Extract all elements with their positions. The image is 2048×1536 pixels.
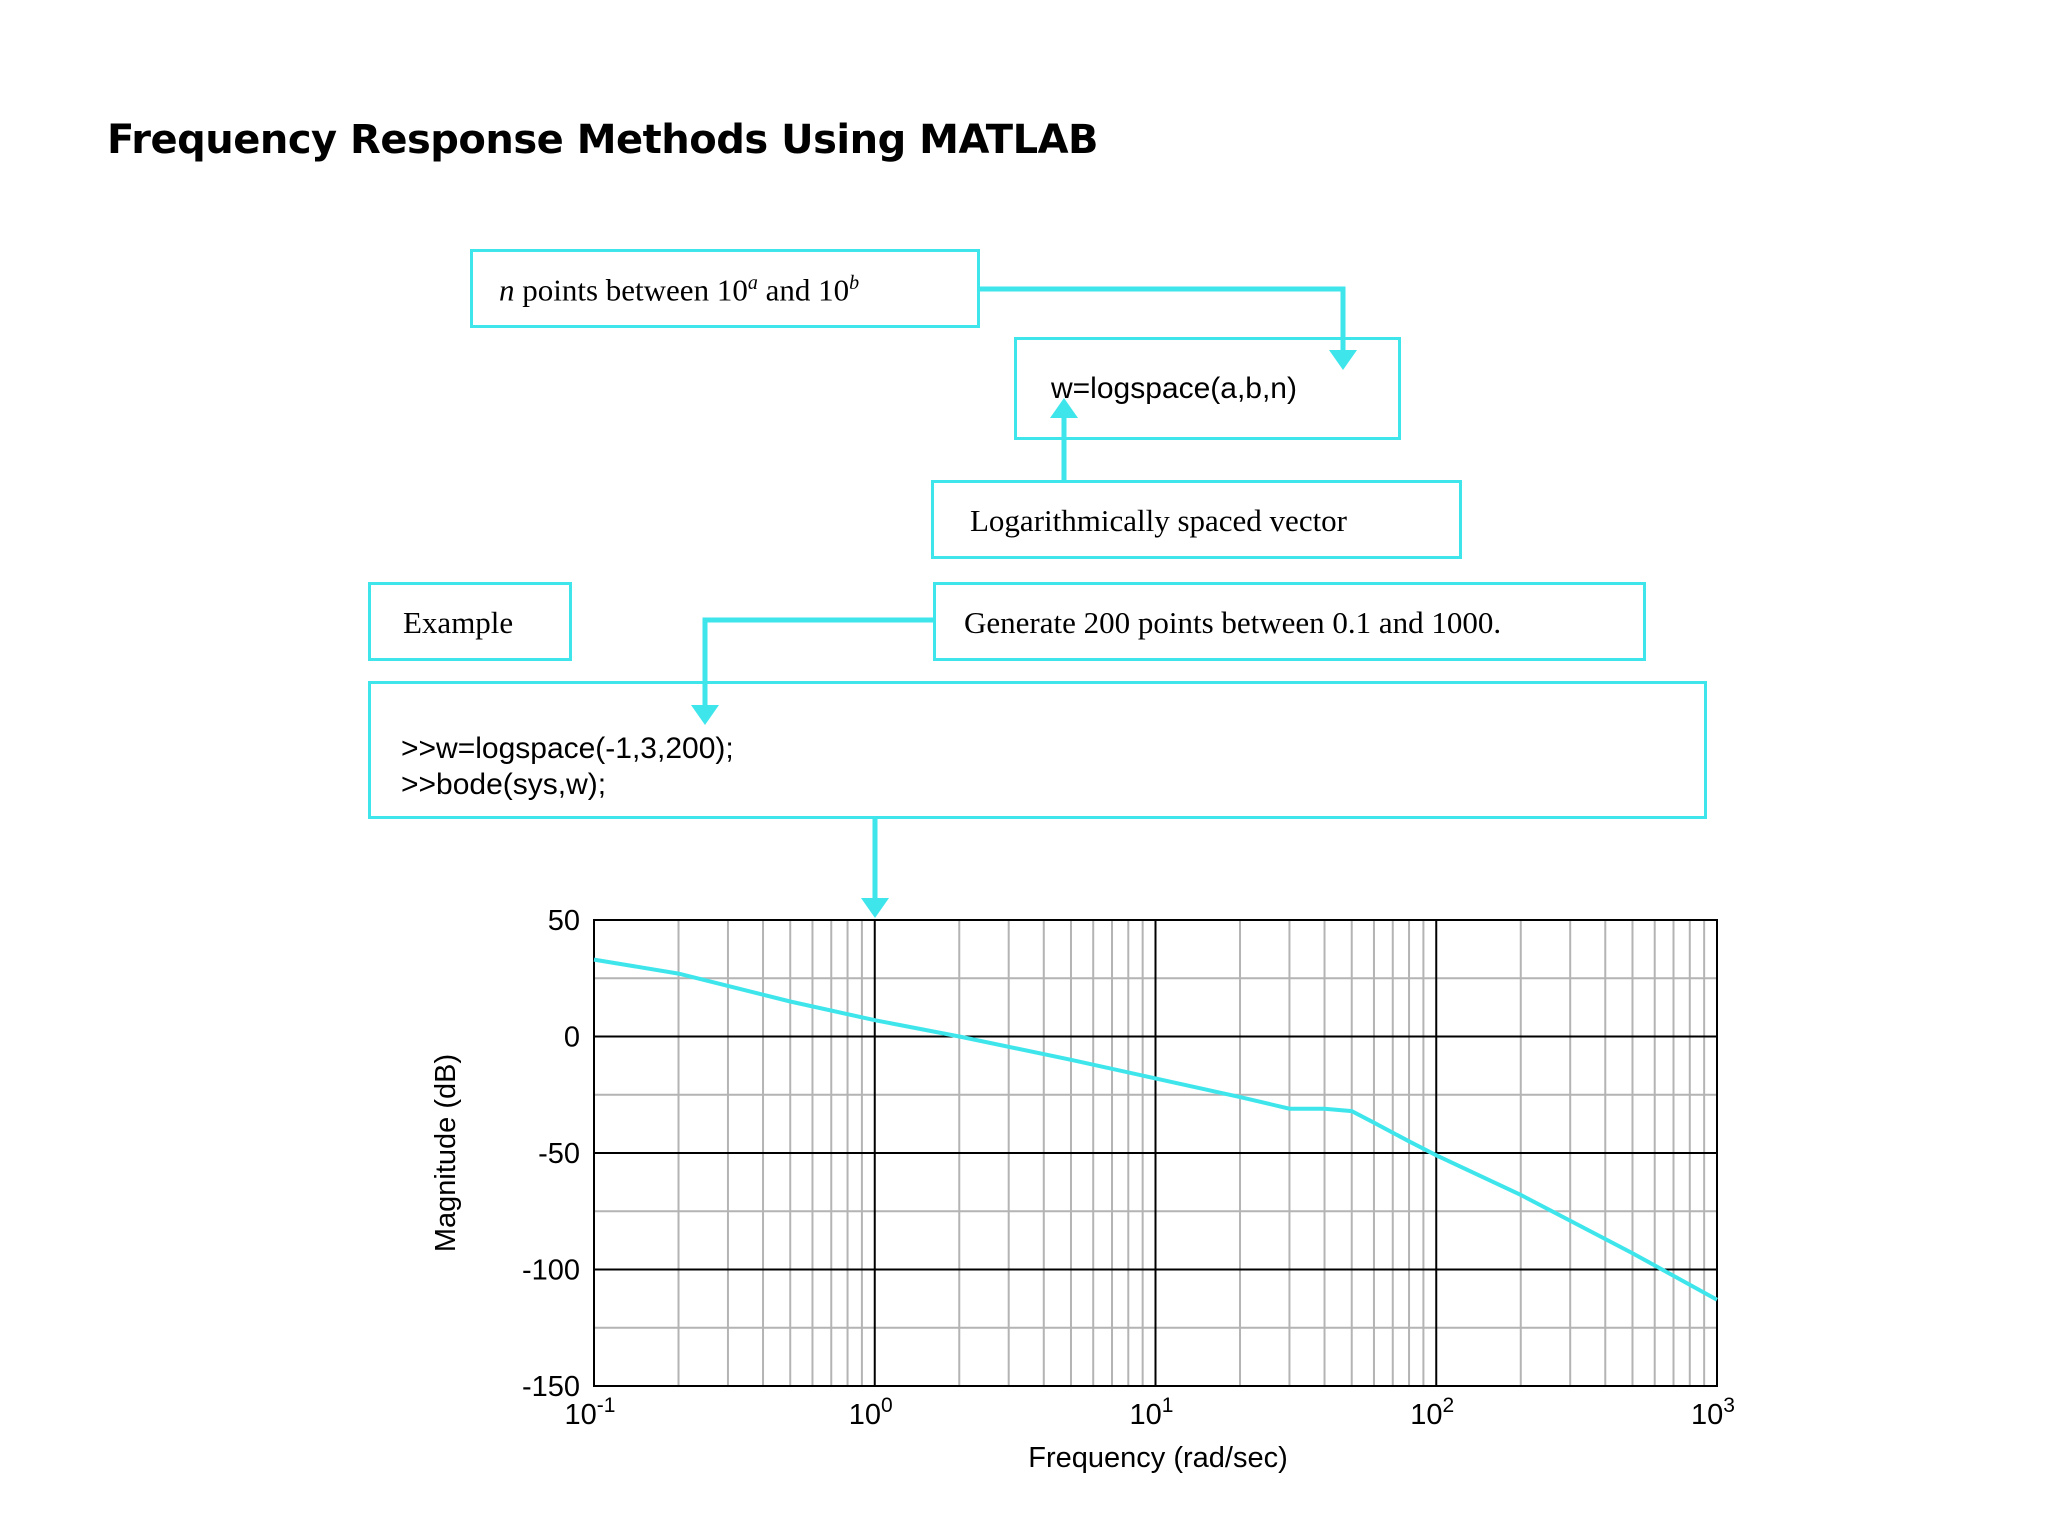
y-tick-label: -50 [538,1138,580,1170]
magnitude-series-line [593,957,1718,1302]
code-line-bode: >>bode(sys,w); [401,768,607,801]
x-tick-base: 10 [1130,1399,1162,1431]
y-tick-labels: 50 0 -50 -100 -150 [522,905,580,1403]
npoints-n: n [499,272,515,308]
logspace-syntax-text: w=logspace(a,b,n) [1051,372,1297,405]
arrowhead-down-code [691,705,719,725]
code-line-logspace: >>w=logspace(-1,3,200); [401,732,734,765]
npoints-sup-a: a [747,272,758,294]
x-tick-base: 10 [1410,1399,1442,1431]
y-axis-label: Magnitude (dB) [430,1054,462,1252]
arrowhead-down-chart [861,898,889,918]
logspace-syntax-box: w=logspace(a,b,n) [1014,337,1401,440]
x-tick-exp: 2 [1443,1394,1455,1417]
plot-frame [593,919,1718,1387]
log-vector-callout: Logarithmically spaced vector [931,480,1462,559]
connector-npoints-to-syntax [980,286,1346,350]
x-tick-exp: 1 [1162,1394,1174,1417]
npoints-mid1: points between 10 [514,272,748,308]
x-axis-label: Frequency (rad/sec) [1028,1442,1288,1474]
arrowhead-down-syntax [1329,350,1357,370]
bode-magnitude-chart: 500-50-100-150 10-1 100 101 102 103 Frequenc… [430,905,1735,1474]
npoints-callout: n points between 10a and 10b [470,249,980,328]
npoints-text: n points between 10a and 10b [499,272,859,308]
npoints-sup-b: b [849,272,860,294]
generate-text: Generate 200 points between 0.1 and 1000… [964,605,1502,640]
x-tick-label: 100 [849,1394,893,1431]
connectors [702,286,1346,900]
connector-arrowheads [691,350,1357,918]
x-tick-label: 101 [1130,1394,1174,1431]
x-tick-labels: 10-1 100 101 102 103 [565,1394,1735,1431]
x-tick-label: 103 [1691,1394,1735,1431]
code-box: >>w=logspace(-1,3,200); >>bode(sys,w); [368,681,1707,819]
x-tick-exp: -1 [597,1394,616,1417]
x-tick-label: 10-1 [565,1394,616,1431]
example-text: Example [403,605,514,640]
connector-generate-to-code [702,617,933,705]
x-tick-label: 102 [1410,1394,1454,1431]
x-tick-base: 10 [1691,1399,1723,1431]
y-tick-label: -100 [522,1255,580,1287]
y-tick-label: 50 [548,905,580,937]
arrowhead-up-syntax [1050,398,1078,418]
log-vector-text: Logarithmically spaced vector [970,503,1348,538]
x-tick-exp: 0 [881,1394,893,1417]
example-label-box: Example [368,582,572,661]
x-tick-base: 10 [849,1399,881,1431]
page-title: Frequency Response Methods Using MATLAB [107,117,1099,163]
generate-callout: Generate 200 points between 0.1 and 1000… [933,582,1646,661]
y-tick-label: 0 [564,1022,580,1054]
npoints-mid2: and 10 [757,272,850,308]
y-tick-label: -150 [522,1371,580,1403]
x-tick-exp: 3 [1723,1394,1735,1417]
x-tick-base: 10 [565,1399,597,1431]
